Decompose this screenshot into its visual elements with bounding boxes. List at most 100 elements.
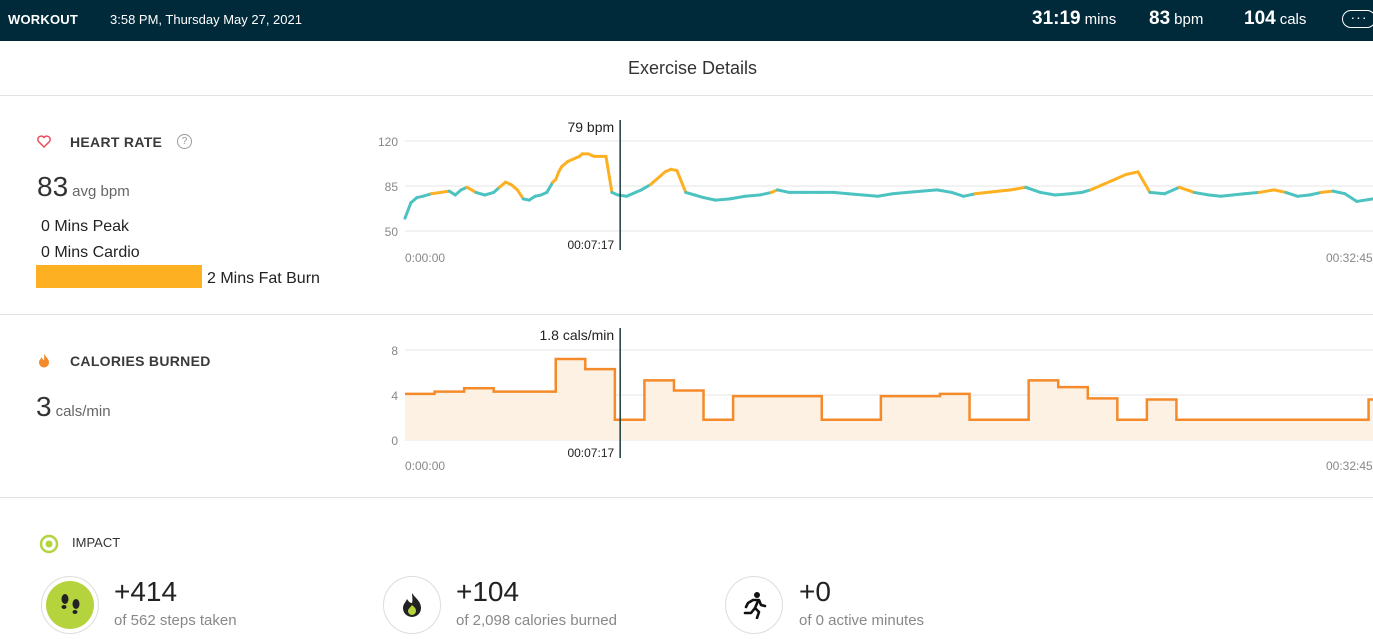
calories-line: [405, 357, 1373, 421]
hr-line-segment: [1331, 189, 1347, 196]
calories-chart[interactable]: 8 4 0 0:00:00 00:32:45 1.8 cals/min 00:07:17: [0, 322, 1373, 472]
hr-line-segment: [421, 192, 434, 198]
footprints-icon: [46, 581, 94, 629]
calories-sub: of 2,098 calories burned: [456, 612, 617, 629]
hr-line-segment: [639, 183, 652, 192]
hr-line-segment: [997, 188, 1013, 193]
active-value: +0: [799, 576, 831, 607]
hr-line-segment: [1068, 190, 1084, 196]
help-icon[interactable]: ?: [177, 134, 192, 149]
hr-line-segment: [1009, 185, 1028, 192]
hr-line-segment: [1272, 188, 1288, 194]
cursor-time-label: 00:07:17: [567, 446, 614, 460]
hr-line-segment: [648, 175, 661, 187]
hr-line-segment: [743, 193, 762, 198]
fat-burn-bar: [36, 265, 202, 288]
hr-line-segment: [1242, 190, 1261, 196]
divider: [0, 314, 1373, 315]
x-end-label: 00:32:45: [1326, 251, 1373, 265]
hr-line-segment: [985, 189, 1001, 194]
hr-line-segment: [1219, 193, 1235, 198]
hr-line-segment: [702, 196, 717, 202]
hr-line-segment: [684, 190, 697, 197]
hr-line-segment: [483, 190, 496, 197]
y-tick-label: 50: [385, 225, 399, 239]
hr-line-segment: [920, 188, 939, 193]
hr-line-segment: [1231, 192, 1246, 197]
hr-line-segment: [474, 190, 487, 197]
hr-line-segment: [861, 193, 880, 198]
x-start-label: 0:00:00: [405, 251, 445, 265]
zone-cardio: 0 Mins Cardio: [41, 244, 140, 261]
hr-line-segment: [693, 193, 706, 200]
y-tick-label: 0: [391, 434, 398, 448]
y-tick-label: 120: [378, 135, 398, 149]
hr-line-segment: [1136, 170, 1152, 194]
hr-line-segment: [846, 192, 865, 197]
cals-rate: 3 cals/min: [36, 391, 111, 422]
hr-line-segment: [775, 188, 791, 194]
hr-line-segment: [935, 188, 954, 194]
y-tick-label: 8: [391, 344, 398, 358]
hr-line-segment: [1080, 188, 1093, 194]
hr-line-segment: [1053, 192, 1072, 197]
cals-stat: 104 cals: [1244, 8, 1307, 29]
zone-fat-burn: 2 Mins Fat Burn: [207, 270, 320, 287]
heart-icon: [37, 135, 51, 148]
hr-line-segment: [973, 190, 989, 196]
hr-line-segment: [1112, 172, 1128, 182]
target-icon: [39, 534, 59, 554]
impact-label: IMPACT: [72, 535, 121, 550]
avg-bpm: 83 avg bpm: [37, 171, 130, 202]
hr-line-segment: [1192, 190, 1211, 197]
cursor-value-label: 79 bpm: [567, 119, 614, 135]
top-bar: WORKOUT 3:58 PM, Thursday May 27, 2021 3…: [0, 0, 1373, 41]
duration-stat: 31:19 mins: [1032, 8, 1117, 29]
workout-datetime: 3:58 PM, Thursday May 27, 2021: [110, 12, 302, 27]
hr-line-segment: [1177, 185, 1196, 194]
workout-title: WORKOUT: [8, 12, 78, 27]
hr-line-segment: [891, 190, 909, 196]
steps-value: +414: [114, 576, 178, 607]
hr-line-segment: [962, 192, 977, 198]
cursor-value-label: 1.8 cals/min: [539, 327, 614, 343]
hr-line-segment: [832, 190, 850, 196]
divider: [0, 95, 1373, 96]
cursor-time-label: 00:07:17: [567, 238, 614, 252]
heart-rate-chart[interactable]: 120 85 50 0:00:00 00:32:45 79 bpm 00:07:17: [0, 110, 1373, 270]
active-circle: [725, 576, 783, 634]
hr-line-segment: [1148, 190, 1167, 196]
hr-line-segment: [515, 188, 525, 201]
y-tick-label: 85: [385, 180, 399, 194]
more-icon[interactable]: ···: [1342, 10, 1373, 28]
hr-line-segment: [1089, 183, 1105, 192]
hr-line-segment: [1307, 190, 1323, 197]
hr-line-segment: [1038, 190, 1057, 197]
divider: [0, 497, 1373, 498]
hr-line-segment: [1319, 189, 1335, 194]
steps-circle: [41, 576, 99, 634]
hr-line-segment: [403, 201, 413, 220]
zone-peak: 0 Mins Peak: [41, 218, 130, 235]
heart-rate-label: HEART RATE: [70, 134, 163, 150]
y-tick-label: 4: [391, 389, 398, 403]
hr-line-segment: [1343, 192, 1359, 203]
hr-line-segment: [1163, 185, 1181, 196]
hr-line-segment: [905, 189, 924, 194]
calories-label: CALORIES BURNED: [70, 353, 211, 369]
page-title: Exercise Details: [627, 58, 758, 78]
hr-line-segment: [1124, 170, 1140, 176]
hr-line-segment: [950, 190, 966, 198]
calories-area: [405, 359, 1373, 440]
hr-line-segment: [604, 154, 614, 194]
hr-line-segment: [758, 190, 774, 197]
flame-icon: [403, 593, 421, 617]
hr-line-segment: [1024, 185, 1042, 194]
hr-line-segment: [1207, 193, 1223, 198]
hr-line-segment: [465, 185, 478, 194]
hr-line-segment: [1101, 178, 1116, 187]
bpm-stat: 83 bpm: [1149, 8, 1204, 29]
flame-icon: [39, 354, 49, 368]
hr-line-segment: [1284, 190, 1300, 198]
x-end-label: 00:32:45: [1326, 459, 1373, 472]
